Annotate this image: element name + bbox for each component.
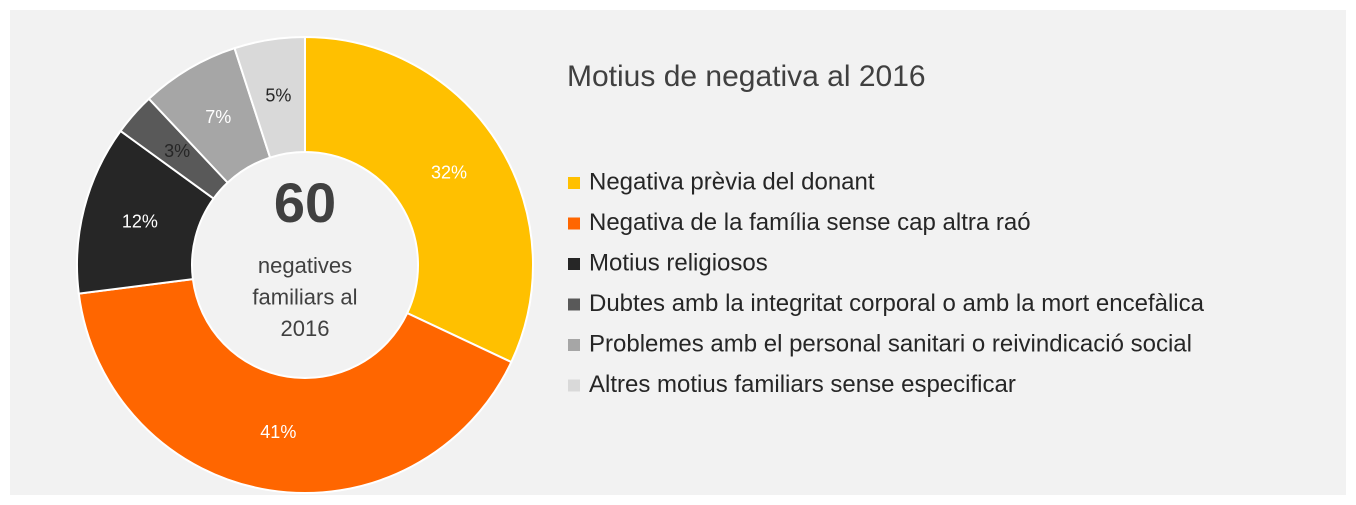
center-label: familiars al xyxy=(252,284,357,309)
slice xyxy=(304,35,534,364)
legend-label: Dubtes amb la integritat corporal o amb … xyxy=(589,290,1205,317)
legend-swatch xyxy=(568,379,580,392)
value-label: 3% xyxy=(164,141,190,161)
legend-label: Altres motius familiars sense especifica… xyxy=(589,371,1016,398)
value-label: 12% xyxy=(122,211,158,231)
value-label: 41% xyxy=(260,422,296,442)
legend-label: Problemes amb el personal sanitari o rei… xyxy=(589,330,1192,357)
legend-label: Negativa de la família sense cap altra r… xyxy=(589,209,1031,236)
legend-swatch xyxy=(568,258,580,270)
slice xyxy=(233,35,306,159)
value-label: 7% xyxy=(205,107,231,127)
chart-title: Motius de negativa al 2016 xyxy=(567,60,926,93)
center-label: negatives xyxy=(258,253,352,278)
value-label: 5% xyxy=(265,85,291,105)
center-value: 60 xyxy=(274,171,336,234)
slice xyxy=(77,278,513,494)
legend-label: Motius religiosos xyxy=(589,249,768,276)
legend-label: Negativa prèvia del donant xyxy=(589,168,875,195)
legend-swatch xyxy=(568,217,580,230)
legend-swatch xyxy=(568,298,580,311)
value-label: 32% xyxy=(431,162,467,182)
legend-swatch xyxy=(568,177,580,189)
center-label: 2016 xyxy=(281,316,330,341)
legend-swatch xyxy=(568,339,580,351)
